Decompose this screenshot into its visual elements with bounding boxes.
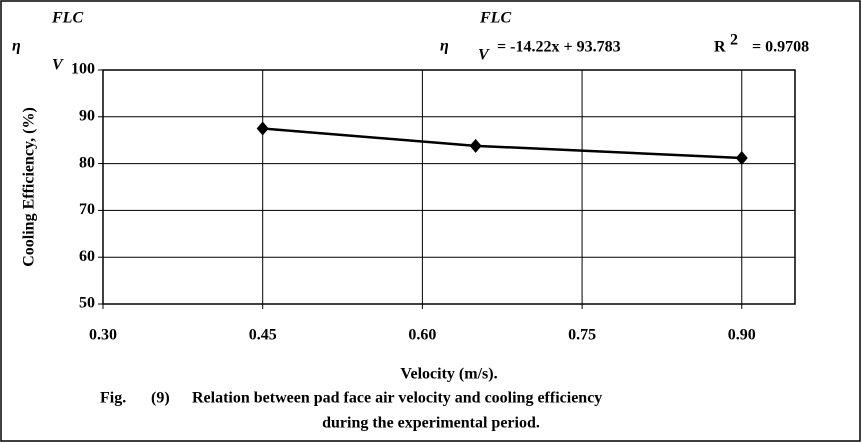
- caption-line1: Relation between pad face air velocity a…: [192, 390, 602, 407]
- marker: [735, 150, 748, 165]
- y-axis-label: Cooling Efficiency, (%): [21, 107, 38, 267]
- symbol: η: [440, 38, 449, 55]
- r2-label: R: [714, 39, 726, 56]
- x-tick-label: 0.45: [249, 327, 277, 344]
- x-tick-label: 0.30: [89, 327, 117, 344]
- caption-line2: during the experimental period.: [322, 415, 540, 432]
- series-line: [262, 127, 742, 160]
- caption-fig: Fig.: [100, 390, 126, 407]
- y-tick-label: 80: [79, 154, 95, 171]
- r2-value: = 0.9708: [752, 39, 809, 56]
- y-tick-label: 50: [79, 295, 95, 312]
- y-tick-label: 60: [79, 248, 95, 265]
- y-tick-label: 70: [79, 201, 95, 218]
- x-tick-label: 0.90: [728, 327, 756, 344]
- symbol-sup: FLC: [51, 10, 83, 27]
- symbol-sub: V: [478, 47, 490, 64]
- marker: [469, 138, 482, 153]
- y-tick-label: 90: [79, 107, 95, 124]
- symbol-sub: V: [52, 57, 64, 74]
- caption-number: (9): [151, 390, 170, 407]
- plot-area: [102, 69, 796, 305]
- x-tick-label: 0.60: [408, 327, 436, 344]
- r2-sup: 2: [730, 32, 738, 49]
- marker: [256, 121, 269, 136]
- y-tick-label: 100: [71, 61, 95, 78]
- symbol-sup: FLC: [479, 10, 511, 27]
- equation: = -14.22x + 93.783: [497, 39, 621, 56]
- symbol: η: [12, 38, 21, 55]
- x-tick-label: 0.75: [568, 327, 596, 344]
- x-axis-label: Velocity (m/s).: [400, 366, 497, 383]
